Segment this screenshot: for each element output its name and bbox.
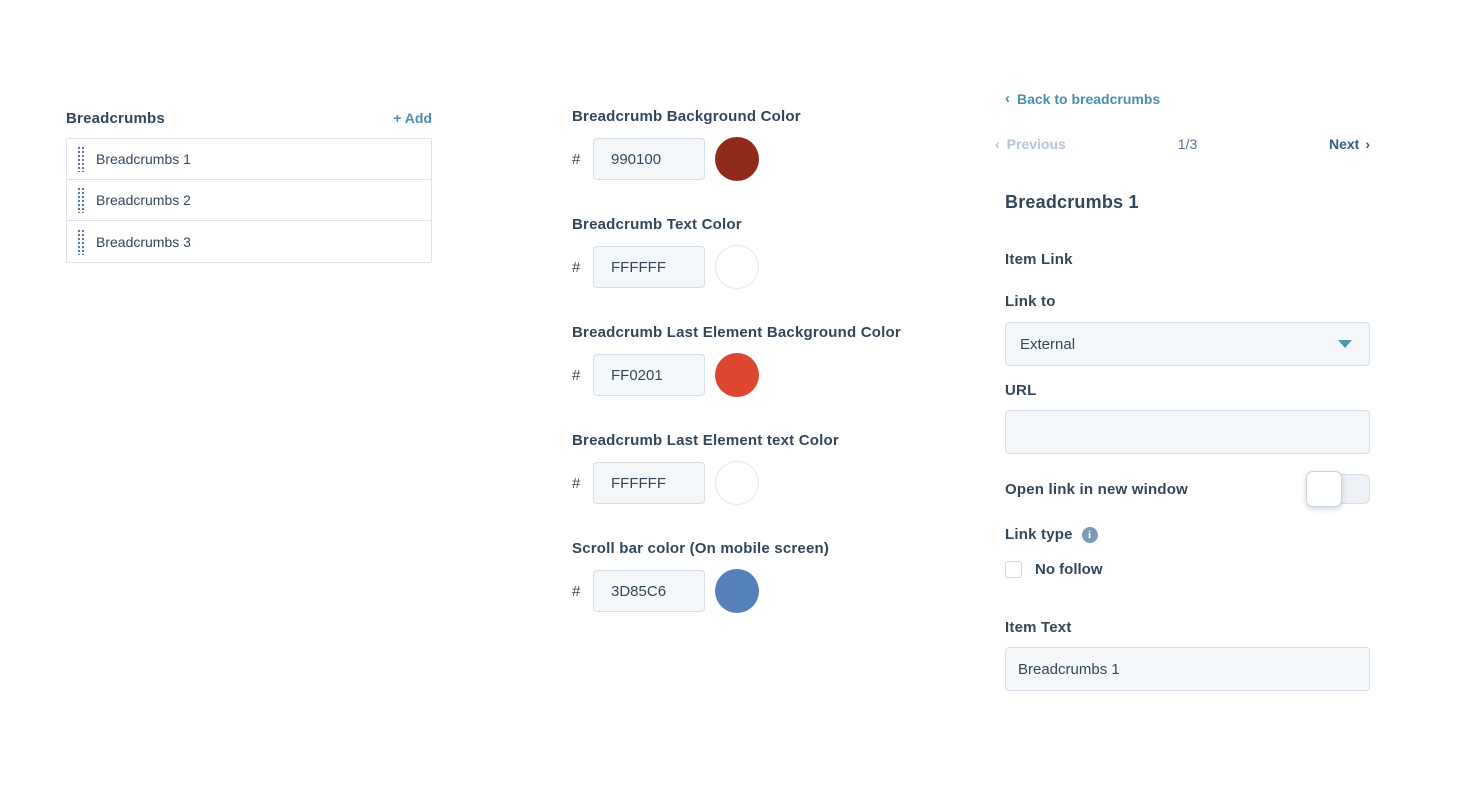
- hex-row: #: [572, 137, 902, 181]
- link-type-label-row: Link type i: [1005, 526, 1370, 543]
- chevron-left-icon: ‹: [1005, 90, 1010, 107]
- no-follow-label: No follow: [1035, 561, 1103, 578]
- no-follow-row: No follow: [1005, 561, 1370, 578]
- next-label: Next: [1328, 136, 1360, 152]
- hex-row: #: [572, 353, 902, 397]
- chevron-right-icon: ›: [1365, 136, 1370, 152]
- color-swatch[interactable]: [715, 461, 759, 505]
- back-link-label: Back to breadcrumbs: [1017, 90, 1161, 107]
- info-icon[interactable]: i: [1081, 526, 1098, 543]
- previous-button[interactable]: ‹ Previous: [995, 136, 1066, 152]
- link-to-label: Link to: [1005, 293, 1056, 310]
- back-to-breadcrumbs-link[interactable]: ‹ Back to breadcrumbs: [1005, 90, 1160, 107]
- color-field-scrollbar: Scroll bar color (On mobile screen) #: [572, 536, 902, 613]
- color-field-last-element-text: Breadcrumb Last Element text Color #: [572, 428, 902, 505]
- breadcrumb-item-label: Breadcrumbs 2: [96, 192, 191, 208]
- drag-handle-icon[interactable]: [77, 187, 85, 213]
- hash-symbol: #: [572, 366, 581, 384]
- color-field-text: Breadcrumb Text Color #: [572, 212, 902, 289]
- color-swatch[interactable]: [715, 353, 759, 397]
- breadcrumb-detail-panel: ‹ Back to breadcrumbs ‹ Previous 1/3 Nex…: [995, 90, 1370, 691]
- previous-label: Previous: [1006, 136, 1066, 152]
- color-field-label: Breadcrumb Background Color: [572, 108, 801, 125]
- color-field-background: Breadcrumb Background Color #: [572, 104, 902, 181]
- detail-panel-title: Breadcrumbs 1: [1005, 192, 1139, 212]
- hex-row: #: [572, 461, 902, 505]
- hash-symbol: #: [572, 474, 581, 492]
- chevron-left-icon: ‹: [995, 136, 1000, 152]
- hex-color-input[interactable]: [593, 462, 705, 504]
- breadcrumbs-list-title: Breadcrumbs: [66, 110, 165, 127]
- hex-color-input[interactable]: [593, 354, 705, 396]
- color-field-label: Breadcrumb Last Element text Color: [572, 432, 839, 449]
- hex-color-input[interactable]: [593, 246, 705, 288]
- color-field-label: Breadcrumb Text Color: [572, 216, 742, 233]
- breadcrumb-item-label: Breadcrumbs 1: [96, 151, 191, 167]
- link-to-select[interactable]: External: [1005, 322, 1370, 366]
- link-to-selected-value: External: [1020, 335, 1076, 353]
- drag-handle-icon[interactable]: [77, 228, 85, 255]
- item-text-input[interactable]: [1005, 647, 1370, 691]
- hash-symbol: #: [572, 582, 581, 600]
- toggle-knob[interactable]: [1306, 471, 1342, 507]
- open-new-window-row: Open link in new window: [1005, 471, 1370, 507]
- breadcrumbs-list-header: Breadcrumbs + Add: [66, 110, 432, 127]
- color-swatch[interactable]: [715, 569, 759, 613]
- add-breadcrumb-button[interactable]: + Add: [393, 110, 432, 126]
- breadcrumb-item-label: Breadcrumbs 3: [96, 233, 191, 250]
- url-input[interactable]: [1005, 410, 1370, 454]
- caret-down-icon: [1338, 340, 1352, 348]
- next-button[interactable]: Next ›: [1329, 136, 1370, 152]
- color-field-last-element-background: Breadcrumb Last Element Background Color…: [572, 320, 902, 397]
- open-new-window-toggle[interactable]: [1306, 471, 1370, 507]
- hex-color-input[interactable]: [593, 570, 705, 612]
- drag-handle-icon[interactable]: [77, 146, 85, 172]
- breadcrumb-list-item[interactable]: Breadcrumbs 3: [67, 221, 431, 262]
- color-settings-panel: Breadcrumb Background Color # Breadcrumb…: [572, 104, 902, 644]
- hash-symbol: #: [572, 150, 581, 168]
- hex-row: #: [572, 245, 902, 289]
- no-follow-checkbox[interactable]: [1005, 561, 1022, 578]
- breadcrumb-list-item[interactable]: Breadcrumbs 2: [67, 180, 431, 221]
- breadcrumb-list-item[interactable]: Breadcrumbs 1: [67, 139, 431, 180]
- color-field-label: Breadcrumb Last Element Background Color: [572, 324, 901, 341]
- color-swatch[interactable]: [715, 137, 759, 181]
- breadcrumbs-item-list: Breadcrumbs 1 Breadcrumbs 2 Breadcrumbs …: [66, 138, 432, 263]
- hash-symbol: #: [572, 258, 581, 276]
- color-field-label: Scroll bar color (On mobile screen): [572, 540, 830, 557]
- item-link-label: Item Link: [1005, 251, 1073, 268]
- pager-position: 1/3: [1177, 136, 1198, 152]
- hex-row: #: [572, 569, 902, 613]
- breadcrumbs-list-panel: Breadcrumbs + Add Breadcrumbs 1 Breadcru…: [66, 110, 432, 263]
- link-type-label: Link type: [1005, 526, 1073, 543]
- url-label: URL: [1005, 382, 1037, 399]
- item-text-label: Item Text: [1005, 619, 1072, 636]
- hex-color-input[interactable]: [593, 138, 705, 180]
- item-pager: ‹ Previous 1/3 Next ›: [995, 136, 1370, 153]
- color-swatch[interactable]: [715, 245, 759, 289]
- open-new-window-label: Open link in new window: [1005, 480, 1188, 498]
